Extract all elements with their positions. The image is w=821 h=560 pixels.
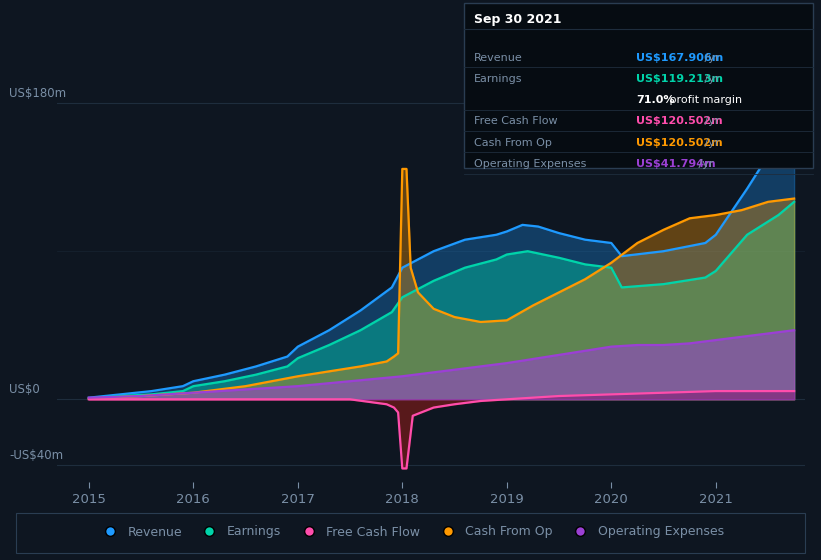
Text: Operating Expenses: Operating Expenses xyxy=(474,159,586,169)
FancyBboxPatch shape xyxy=(16,513,805,553)
Text: US$120.502m: US$120.502m xyxy=(636,138,723,148)
Text: US$119.213m: US$119.213m xyxy=(636,74,723,84)
Legend: Revenue, Earnings, Free Cash Flow, Cash From Op, Operating Expenses: Revenue, Earnings, Free Cash Flow, Cash … xyxy=(92,520,729,544)
Text: Earnings: Earnings xyxy=(474,74,522,84)
Text: US$180m: US$180m xyxy=(9,87,66,100)
Text: Sep 30 2021: Sep 30 2021 xyxy=(474,13,562,26)
Text: /yr: /yr xyxy=(701,53,720,63)
Text: US$0: US$0 xyxy=(9,383,39,396)
Text: 71.0%: 71.0% xyxy=(636,95,675,105)
Text: US$120.502m: US$120.502m xyxy=(636,116,723,127)
Text: profit margin: profit margin xyxy=(666,95,742,105)
Text: Cash From Op: Cash From Op xyxy=(474,138,552,148)
Text: /yr: /yr xyxy=(701,138,720,148)
Text: Free Cash Flow: Free Cash Flow xyxy=(474,116,557,127)
Text: /yr: /yr xyxy=(701,116,720,127)
Text: US$167.906m: US$167.906m xyxy=(636,53,723,63)
Text: Revenue: Revenue xyxy=(474,53,522,63)
Text: /yr: /yr xyxy=(701,74,720,84)
Text: US$41.794m: US$41.794m xyxy=(636,159,716,169)
Text: -US$40m: -US$40m xyxy=(9,449,63,462)
Text: /yr: /yr xyxy=(695,159,714,169)
